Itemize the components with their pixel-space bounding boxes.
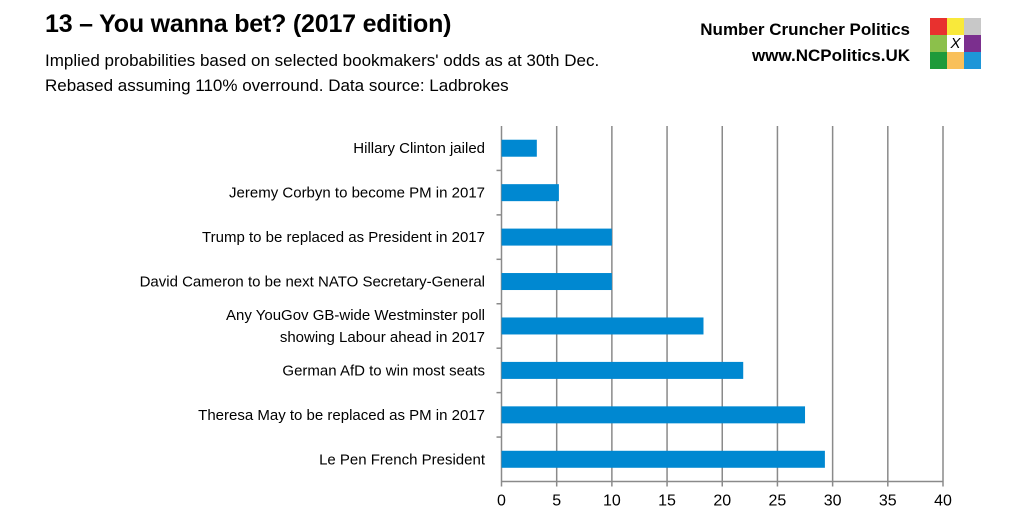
category-label: David Cameron to be next NATO Secretary-…	[140, 274, 485, 291]
x-tick-label: 35	[879, 493, 897, 510]
brand-url[interactable]: www.NCPolitics.UK	[751, 46, 910, 65]
category-label: Le Pen French President	[319, 451, 486, 468]
bar	[501, 228, 612, 246]
x-tick-label: 5	[552, 493, 561, 510]
category-label: Hillary Clinton jailed	[353, 140, 485, 157]
x-tick-label: 0	[497, 493, 506, 510]
logo-tile	[930, 18, 947, 35]
brand: Number Cruncher Politics www.NCPolitics.…	[700, 17, 910, 69]
logo-tile	[964, 35, 981, 52]
ncp-logo: X	[930, 18, 981, 69]
category-label: Theresa May to be replaced as PM in 2017	[198, 407, 485, 424]
bar	[501, 139, 537, 157]
logo-tile	[947, 52, 964, 69]
x-tick-label: 10	[603, 493, 621, 510]
bar	[501, 361, 744, 379]
logo-tile: X	[947, 35, 964, 52]
chart-subtitle: Implied probabilities based on selected …	[45, 51, 600, 95]
category-label: Trump to be replaced as President in 201…	[202, 229, 485, 246]
logo-tile	[964, 52, 981, 69]
logo-tile	[964, 18, 981, 35]
category-label: Any YouGov GB-wide Westminster poll showi…	[226, 307, 485, 346]
bar	[501, 450, 825, 468]
logo-tile	[930, 52, 947, 69]
logo-tile	[947, 18, 964, 35]
x-tick-label: 20	[713, 493, 731, 510]
category-label: German AfD to win most seats	[282, 362, 485, 379]
logo-tile	[930, 35, 947, 52]
x-tick-label: 30	[824, 493, 842, 510]
bar	[501, 184, 559, 202]
x-tick-label: 15	[658, 493, 676, 510]
bar	[501, 317, 704, 335]
x-tick-label: 40	[934, 493, 952, 510]
bar	[501, 406, 806, 424]
x-tick-label: 25	[769, 493, 787, 510]
bar	[501, 273, 612, 291]
brand-name: Number Cruncher Politics	[700, 20, 910, 39]
chart-title: 13 – You wanna bet? (2017 edition)	[45, 10, 452, 38]
category-label: Jeremy Corbyn to become PM in 2017	[229, 185, 485, 202]
